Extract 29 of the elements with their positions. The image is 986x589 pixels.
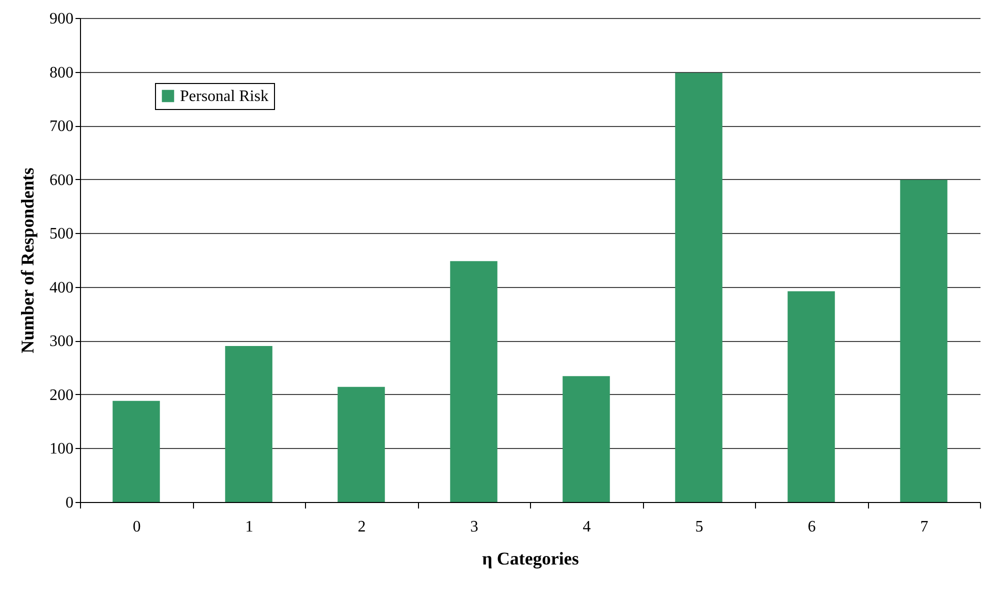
x-tick-label: 7 [920, 518, 928, 536]
y-tick-label: 600 [50, 172, 74, 189]
bar [900, 180, 948, 502]
y-tick-label: 100 [50, 440, 74, 458]
x-tick-label: 3 [470, 518, 478, 536]
legend-label: Personal Risk [180, 88, 268, 105]
y-axis-title: Number of Respondents [18, 168, 38, 354]
y-tick-label: 700 [50, 118, 74, 136]
y-tick-label: 400 [50, 279, 74, 296]
bar [112, 400, 160, 502]
bar [225, 346, 272, 502]
x-tick-label: 6 [808, 518, 816, 536]
bar [562, 376, 610, 502]
y-tick-label: 300 [50, 333, 74, 350]
y-tick-label: 0 [66, 494, 74, 512]
bar [788, 291, 835, 502]
bar [450, 261, 498, 502]
y-tick-label: 500 [50, 226, 74, 243]
x-tick-label: 1 [245, 518, 254, 536]
x-tick-label: 2 [358, 518, 366, 536]
y-tick-label: 900 [50, 10, 74, 28]
x-tick-label: 5 [695, 518, 704, 536]
y-tick-label: 800 [50, 64, 74, 82]
bar [338, 386, 385, 502]
y-tick-label: 200 [50, 386, 74, 404]
x-axis-title: η Categories [482, 548, 579, 568]
bar [675, 72, 722, 502]
x-tick-label: 4 [582, 518, 591, 536]
x-tick-label: 0 [132, 518, 141, 536]
